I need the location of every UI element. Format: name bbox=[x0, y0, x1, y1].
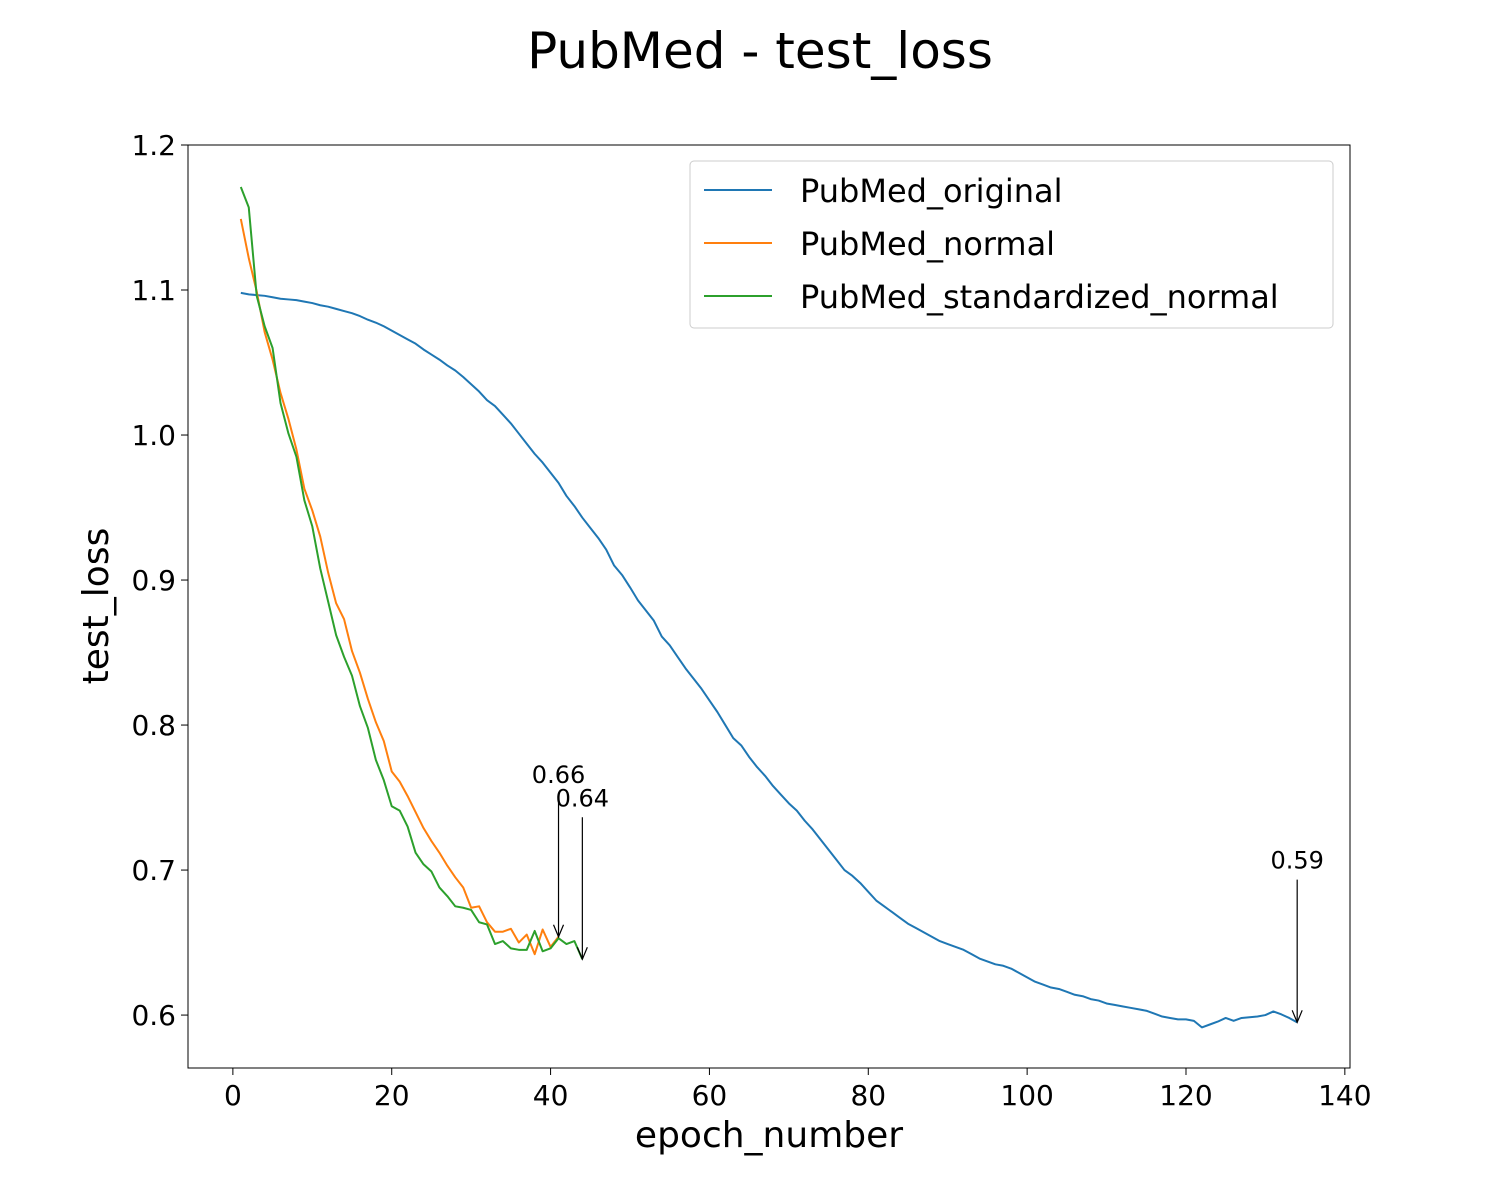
x-tick-label: 120 bbox=[1159, 1079, 1212, 1112]
x-tick-label: 100 bbox=[1000, 1079, 1053, 1112]
legend: PubMed_original PubMed_normal PubMed_stand… bbox=[689, 160, 1334, 329]
annotation-arrowhead bbox=[576, 947, 588, 961]
plot-frame bbox=[187, 144, 1351, 1069]
y-tick-label: 1.0 bbox=[131, 419, 176, 452]
y-tick-label: 0.9 bbox=[131, 564, 176, 597]
x-tick-label: 60 bbox=[692, 1079, 728, 1112]
x-tick-label: 0 bbox=[224, 1079, 242, 1112]
series-line-pubmed-standardized-normal bbox=[239, 186, 584, 960]
annotation-label: 0.59 bbox=[1270, 847, 1323, 875]
annotation-arrowhead bbox=[1291, 1010, 1303, 1024]
series-line-pubmed-original bbox=[240, 291, 1298, 1029]
x-tick-label: 40 bbox=[533, 1079, 569, 1112]
x-axis-label: epoch_number bbox=[635, 1115, 903, 1156]
x-axis: 0 20 40 60 80 100 120 140 bbox=[224, 1068, 1372, 1112]
y-tick-label: 1.1 bbox=[131, 274, 176, 307]
x-tick-label: 140 bbox=[1318, 1079, 1371, 1112]
chart-title: PubMed - test_loss bbox=[527, 22, 993, 80]
y-tick-label: 0.6 bbox=[131, 999, 176, 1032]
y-axis-label: test_loss bbox=[76, 528, 117, 685]
plot-area bbox=[187, 144, 1351, 1069]
y-tick-label: 1.2 bbox=[131, 129, 176, 162]
annotation-label: 0.66 bbox=[532, 761, 585, 789]
legend-label: PubMed_normal bbox=[800, 225, 1055, 263]
legend-box bbox=[689, 160, 1334, 329]
legend-label: PubMed_original bbox=[800, 172, 1063, 210]
y-axis: 0.6 0.7 0.8 0.9 1.0 1.1 1.2 bbox=[131, 129, 188, 1032]
y-tick-label: 0.7 bbox=[131, 854, 176, 887]
y-tick-label: 0.8 bbox=[131, 709, 176, 742]
legend-label: PubMed_standardized_normal bbox=[800, 278, 1279, 316]
series-line-pubmed-normal bbox=[239, 218, 560, 956]
annotation-label: 0.64 bbox=[556, 784, 609, 812]
x-tick-label: 80 bbox=[850, 1079, 886, 1112]
x-tick-label: 20 bbox=[374, 1079, 410, 1112]
annotation-arrowhead bbox=[552, 924, 565, 939]
annotations: 0.660.64 0.59 bbox=[532, 761, 1324, 1024]
